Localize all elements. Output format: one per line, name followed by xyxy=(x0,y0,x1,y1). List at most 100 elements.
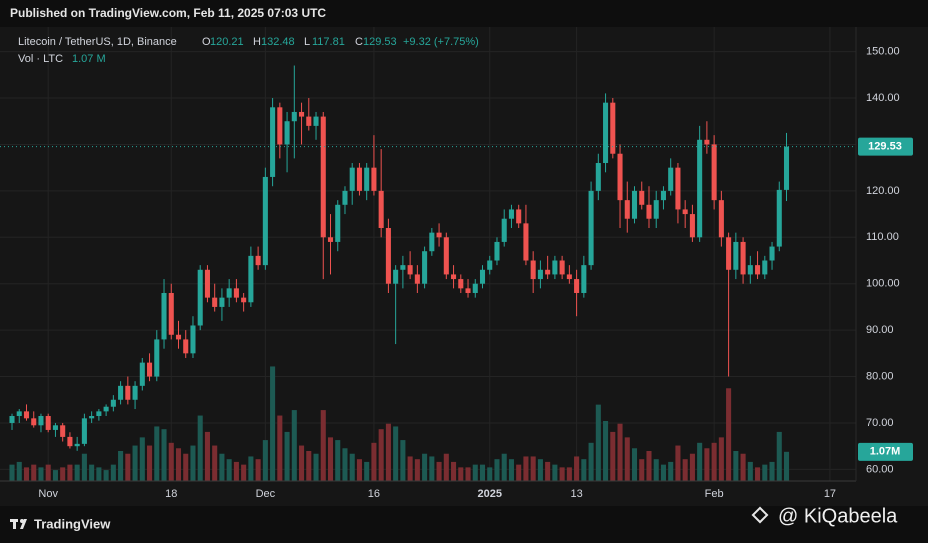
legend-value: 120.21 xyxy=(210,36,244,48)
volume-bar xyxy=(393,426,399,481)
y-tick-label: 150.00 xyxy=(866,46,900,58)
volume-bar xyxy=(422,453,428,481)
volume-bar xyxy=(168,442,174,481)
candle-body xyxy=(436,232,442,238)
candle-body xyxy=(422,251,428,284)
candle-body xyxy=(689,214,695,238)
candle-body xyxy=(248,255,254,303)
candle-body xyxy=(9,416,15,423)
candle-body xyxy=(443,237,449,275)
volume-bar xyxy=(762,464,768,481)
y-tick-label: 120.00 xyxy=(866,185,900,197)
volume-bar xyxy=(494,459,500,481)
candle-body xyxy=(501,218,507,242)
candle-body xyxy=(747,265,753,275)
candle-body xyxy=(610,102,616,154)
volume-bar xyxy=(241,464,247,481)
candle-body xyxy=(299,111,305,117)
volume-bar xyxy=(668,461,674,481)
candle-body xyxy=(233,288,239,298)
candle-body xyxy=(530,260,536,280)
volume-bar xyxy=(248,456,254,481)
candle-body xyxy=(429,232,435,252)
footer-bar xyxy=(0,506,928,543)
candle-body xyxy=(52,425,58,430)
candle-body xyxy=(38,416,44,426)
published-line: Published on TradingView.com, Feb 11, 20… xyxy=(10,6,326,20)
volume-legend-value: 1.07 M xyxy=(72,53,106,65)
legend-key: L xyxy=(304,36,310,48)
candle-body xyxy=(371,167,377,191)
candle-body xyxy=(110,399,116,407)
volume-bar xyxy=(262,440,268,481)
volume-bar xyxy=(646,451,652,481)
volume-bar xyxy=(436,461,442,481)
volume-bar xyxy=(783,451,790,481)
volume-bar xyxy=(204,431,210,481)
candle-body xyxy=(523,223,529,261)
volume-bar xyxy=(624,437,630,481)
volume-bar xyxy=(313,453,319,481)
candle-body xyxy=(342,190,348,205)
candle-body xyxy=(284,121,290,145)
candle-body xyxy=(327,237,334,242)
volume-bar xyxy=(617,423,623,481)
volume-bar xyxy=(378,429,384,481)
volume-bar xyxy=(132,445,138,481)
volume-bar xyxy=(574,456,580,481)
candle-body xyxy=(23,411,30,419)
volume-axis-label: 1.07M xyxy=(870,446,901,458)
volume-bar xyxy=(183,453,189,481)
y-tick-label: 90.00 xyxy=(866,324,894,336)
volume-bar xyxy=(306,451,312,481)
x-tick-label: Dec xyxy=(256,488,276,500)
volume-bar xyxy=(89,464,95,481)
volume-bar xyxy=(689,453,695,481)
volume-bar xyxy=(226,459,232,481)
volume-bar xyxy=(429,456,435,481)
volume-bar xyxy=(190,445,196,481)
candle-body xyxy=(646,204,652,219)
volume-bar xyxy=(385,423,391,481)
candle-body xyxy=(313,116,319,126)
last-price-box xyxy=(858,137,913,156)
candle-body xyxy=(190,325,196,354)
legend-key: H xyxy=(253,36,261,48)
volume-bar xyxy=(175,448,182,481)
candle-body xyxy=(255,255,261,266)
volume-bar xyxy=(52,470,58,481)
candle-body xyxy=(458,279,464,289)
x-tick-label: 17 xyxy=(824,488,836,500)
volume-bar xyxy=(45,464,51,481)
volume-bar xyxy=(566,467,572,481)
y-tick-label: 80.00 xyxy=(866,370,894,382)
volume-bar xyxy=(291,410,297,481)
y-tick-label: 70.00 xyxy=(866,417,894,429)
volume-bar xyxy=(118,451,124,481)
candle-body xyxy=(762,260,768,275)
legend-value: 117.81 xyxy=(312,36,345,48)
volume-bar xyxy=(682,459,688,481)
volume-bar xyxy=(747,461,753,481)
candle-body xyxy=(291,111,297,122)
volume-bar xyxy=(335,440,341,481)
volume-bar xyxy=(711,442,717,481)
volume-bar xyxy=(552,464,558,481)
candle-body xyxy=(740,241,746,275)
tv-logo xyxy=(10,519,27,529)
candle-body xyxy=(755,265,761,275)
volume-bar xyxy=(458,467,464,481)
volume-bar xyxy=(197,415,203,481)
volume-title: Vol · LTC xyxy=(18,53,63,65)
volume-bar xyxy=(23,467,30,481)
candle-body xyxy=(89,416,95,419)
candle-body xyxy=(132,385,138,400)
candle-body xyxy=(393,269,399,284)
volume-bar xyxy=(516,464,522,481)
volume-bar xyxy=(31,464,37,481)
candle-body xyxy=(356,167,362,191)
candle-body xyxy=(603,102,609,164)
volume-bar xyxy=(320,410,326,481)
volume-bar xyxy=(81,453,87,481)
candle-body xyxy=(479,269,486,284)
